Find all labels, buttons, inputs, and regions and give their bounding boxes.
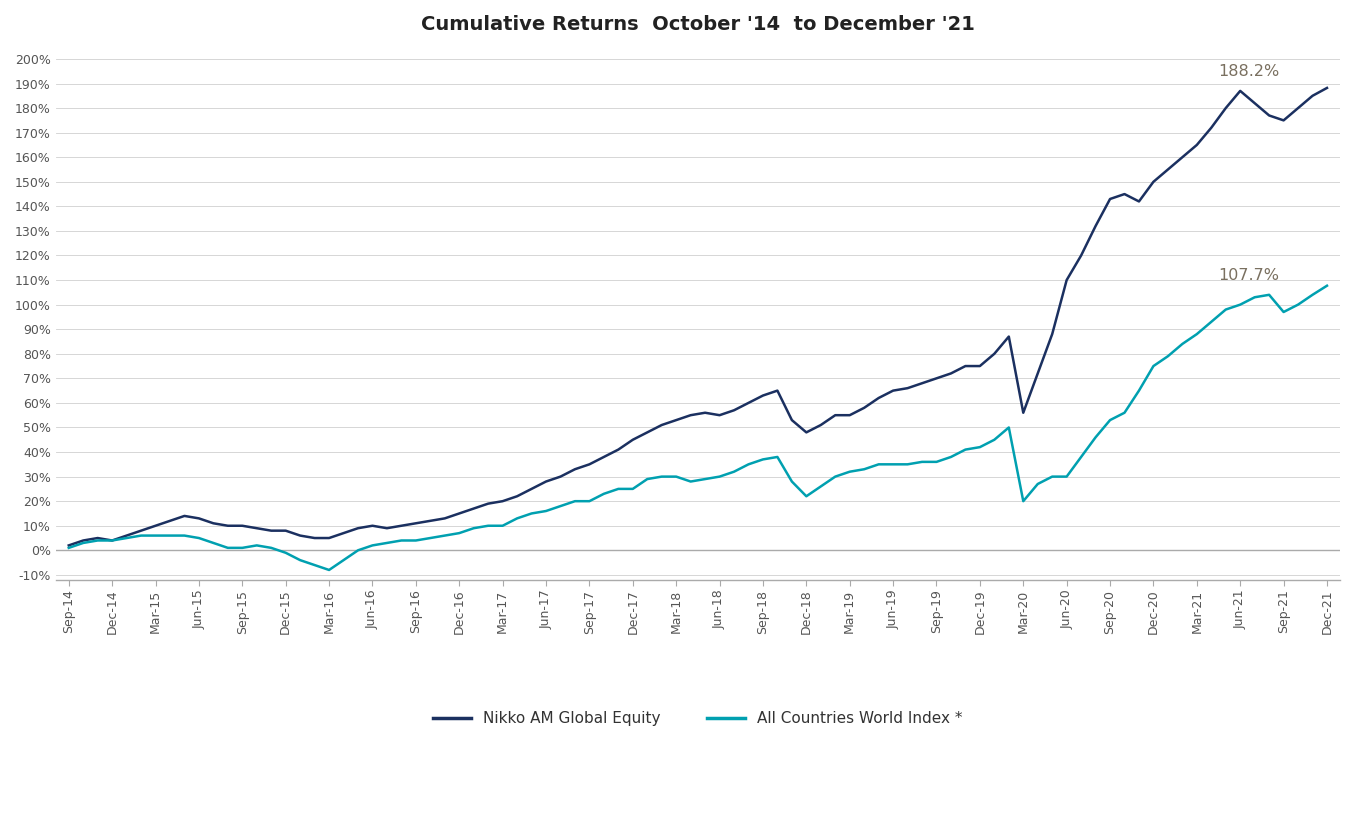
Text: 188.2%: 188.2% <box>1218 64 1279 79</box>
Text: 107.7%: 107.7% <box>1218 268 1279 282</box>
Legend: Nikko AM Global Equity, All Countries World Index *: Nikko AM Global Equity, All Countries Wo… <box>427 705 969 732</box>
Title: Cumulative Returns  October '14  to December '21: Cumulative Returns October '14 to Decemb… <box>421 15 974 34</box>
